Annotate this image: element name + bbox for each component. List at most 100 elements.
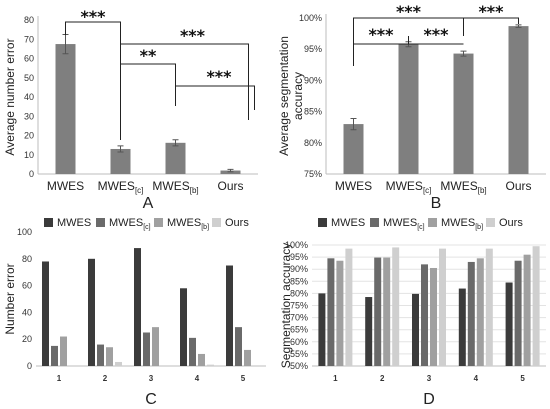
category-label: Ours xyxy=(505,179,531,193)
bar xyxy=(421,264,428,366)
bar xyxy=(439,248,446,366)
bar xyxy=(143,332,150,366)
bar xyxy=(383,257,391,366)
bar xyxy=(106,347,113,366)
y-tick-label: 65% xyxy=(290,325,308,335)
error-bar xyxy=(117,145,124,153)
y-tick-label: 60 xyxy=(24,54,34,64)
bar xyxy=(392,247,400,366)
legend-label: MWES[c] xyxy=(383,217,425,231)
error-bar xyxy=(227,168,234,173)
significance-brackets-a: *********** xyxy=(65,7,255,140)
significance-stars: ** xyxy=(140,46,157,65)
panel-letter: C xyxy=(145,391,157,408)
error-bar xyxy=(172,139,179,147)
y-tick-label: 80 xyxy=(24,15,34,25)
bar xyxy=(235,327,242,366)
y-axis-label: accuracy xyxy=(291,72,305,120)
significance-stars: *** xyxy=(396,2,422,21)
y-tick-label: 50 xyxy=(24,73,34,83)
significance-bracket xyxy=(65,21,121,140)
error-bar xyxy=(350,117,357,131)
category-label: MWES xyxy=(47,179,84,193)
bar xyxy=(343,124,364,174)
legend-swatch xyxy=(318,218,327,227)
y-tick-label: 20 xyxy=(22,334,32,344)
significance-stars: *** xyxy=(478,2,504,21)
y-axis-label: Average segmentation xyxy=(277,36,291,156)
y-tick-label: 85% xyxy=(304,107,322,117)
category-label: MWES[c] xyxy=(386,179,432,195)
x-tick-label: 4 xyxy=(195,374,200,383)
significance-brackets-b: *** ****** *** xyxy=(353,2,519,66)
bar xyxy=(485,248,493,366)
x-tick-label: 4 xyxy=(474,374,479,383)
y-tick-label: 100% xyxy=(285,240,308,250)
bar xyxy=(198,353,205,366)
legend-swatch xyxy=(44,218,53,227)
bar xyxy=(345,248,353,366)
legend-swatch xyxy=(486,218,495,227)
bar xyxy=(430,267,437,366)
bar xyxy=(60,336,67,366)
x-tick-label: 1 xyxy=(333,374,338,383)
panel-D: 50% 55% 60% 65% 70% 75% 80% 85% 90% 95% 100% 1 2 3 4 5 S… xyxy=(279,218,546,408)
bar xyxy=(453,53,474,174)
y-tick-label: 70 xyxy=(24,34,34,44)
y-tick-label: 95% xyxy=(304,44,322,54)
bar xyxy=(152,327,159,366)
legend-swatch xyxy=(96,218,105,227)
significance-bracket xyxy=(175,85,255,110)
x-tick-label: 5 xyxy=(520,374,525,383)
y-tick-label: 55% xyxy=(290,349,308,359)
bar xyxy=(55,44,76,174)
legend-swatch xyxy=(212,218,221,227)
y-tick-label: 80% xyxy=(304,138,322,148)
bar xyxy=(189,337,196,366)
legend-label: Ours xyxy=(225,217,249,229)
y-tick-label: 85% xyxy=(290,276,308,286)
panel-B: 75% 80% 85% 90% 95% 100% Average segmentation a… xyxy=(277,13,546,212)
legend-label: MWES[b] xyxy=(167,217,209,231)
bar xyxy=(476,258,484,366)
x-tick-label: 2 xyxy=(103,374,108,383)
significance-bracket xyxy=(463,17,519,24)
bar xyxy=(458,288,466,366)
bar xyxy=(42,261,49,366)
bar xyxy=(165,142,186,174)
legend-label: MWES xyxy=(57,217,91,229)
bar xyxy=(88,258,95,366)
panel-A: 0 10 20 30 40 50 60 70 80 Average number error A xyxy=(3,15,258,212)
y-tick-label: 90% xyxy=(304,75,322,85)
x-tick-label: 3 xyxy=(149,374,154,383)
bar xyxy=(467,261,475,366)
bar xyxy=(207,364,214,366)
significance-stars: *** xyxy=(368,25,394,44)
y-tick-label: 40 xyxy=(24,92,34,102)
bar xyxy=(97,344,104,366)
y-tick-label: 95% xyxy=(290,252,308,262)
bar xyxy=(226,265,233,366)
significance-stars: *** xyxy=(180,26,206,45)
bar xyxy=(505,282,513,366)
x-tick-label: 3 xyxy=(427,374,432,383)
y-tick-label: 0 xyxy=(29,169,34,179)
significance-bracket xyxy=(120,63,176,106)
y-axis-label: Average number error xyxy=(3,38,17,155)
y-tick-label: 75% xyxy=(290,301,308,311)
legend-swatch xyxy=(428,218,437,227)
y-axis-label: Number error xyxy=(3,263,17,334)
bar xyxy=(398,44,419,174)
bar xyxy=(365,297,373,366)
category-label: Ours xyxy=(217,179,243,193)
y-tick-label: 75% xyxy=(304,169,322,179)
bar xyxy=(336,260,344,366)
y-tick-label: 20 xyxy=(24,131,34,141)
legend-label: MWES xyxy=(331,217,365,229)
x-tick-label: 2 xyxy=(380,374,385,383)
bar xyxy=(508,26,529,174)
significance-stars: *** xyxy=(423,25,449,44)
x-tick-label: 5 xyxy=(241,374,246,383)
y-tick-label: 60 xyxy=(22,281,32,291)
